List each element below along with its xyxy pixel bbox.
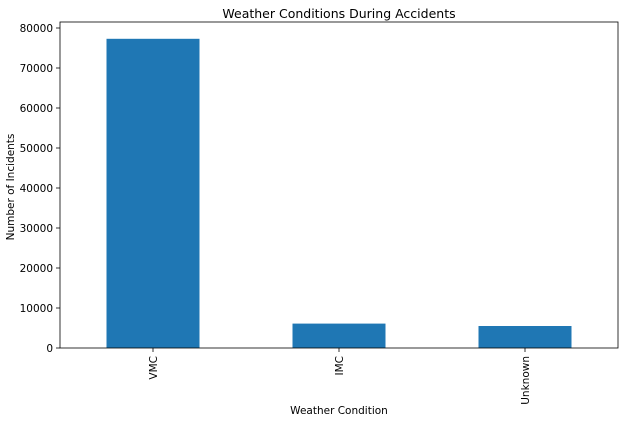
y-tick-label: 10000 [20,303,53,315]
y-tick-label: 40000 [20,183,53,195]
y-tick-label: 60000 [20,103,53,115]
bar-vmc [106,38,200,349]
bar-imc [292,323,386,348]
plot-area: 0 10000 20000 30000 40000 50000 60000 70000 8000… [20,21,619,405]
x-tick-label: Unknown [520,356,532,405]
y-tick-label: 0 [46,343,53,355]
x-tick-label: IMC [334,356,346,376]
y-tick-label: 20000 [20,263,53,275]
y-axis-label: Number of Incidents [5,134,17,241]
y-tick-label: 50000 [20,143,53,155]
y-tick-label: 30000 [20,223,53,235]
y-tick-label: 70000 [20,63,53,75]
y-tick-label: 80000 [20,23,53,35]
x-tick-label: VMC [148,356,160,380]
bar-unknown [478,326,572,348]
chart-title: Weather Conditions During Accidents [222,6,455,21]
x-axis-label: Weather Condition [290,405,388,417]
